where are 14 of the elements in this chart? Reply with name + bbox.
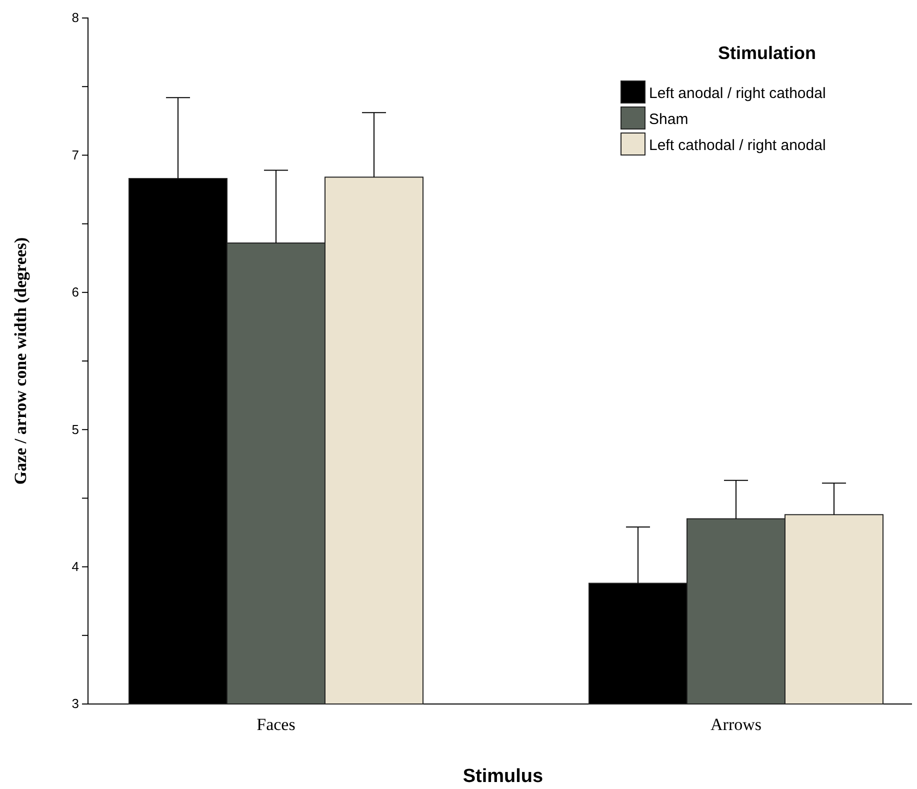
y-tick-label: 7 — [72, 147, 79, 162]
x-tick-label: Arrows — [710, 715, 762, 734]
y-tick-label: 8 — [72, 10, 79, 26]
y-axis-title: Gaze / arrow cone width (degrees) — [11, 237, 30, 485]
legend-label: Sham — [649, 111, 688, 128]
legend-title: Stimulation — [718, 43, 816, 63]
legend-label: Left anodal / right cathodal — [649, 85, 826, 102]
y-tick-label: 3 — [72, 696, 79, 712]
x-axis-title: Stimulus — [462, 766, 544, 787]
x-tick-label: Faces — [256, 715, 296, 734]
y-tick-label: 4 — [72, 558, 79, 574]
legend-label: Left cathodal / right anodal — [649, 137, 826, 154]
y-tick-label: 6 — [72, 284, 79, 300]
y-tick-label: 5 — [72, 422, 79, 437]
